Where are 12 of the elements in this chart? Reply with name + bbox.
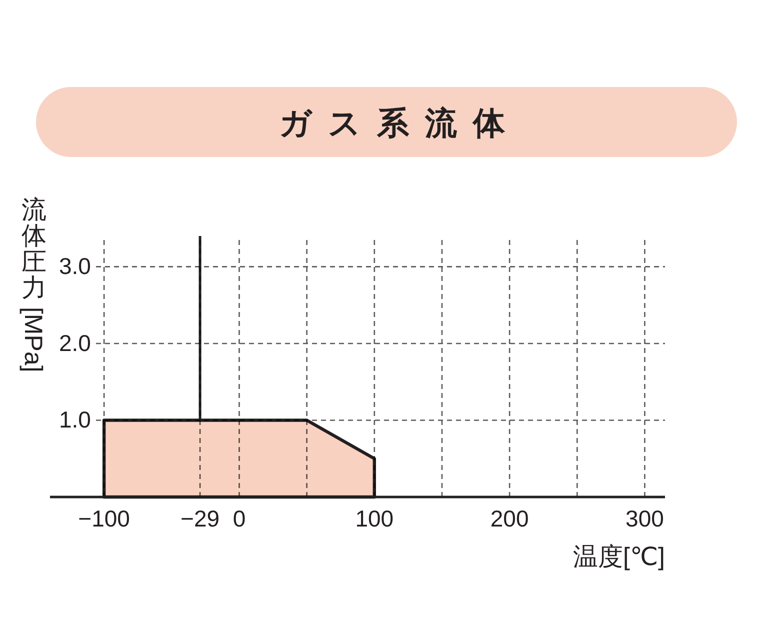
x-tick-label: −29 (180, 505, 220, 532)
y-tick-label: 3.0 (59, 253, 91, 280)
text: 流体圧力 [MPa] (19, 196, 47, 372)
x-tick-label: −100 (78, 505, 130, 532)
y-tick-label: 1.0 (59, 406, 91, 433)
x-tick-label: 200 (490, 505, 529, 532)
x-axis-title: 温度[℃] (573, 543, 665, 571)
x-tick-label: 0 (232, 505, 246, 532)
y-tick-label: 2.0 (59, 330, 91, 356)
x-tick-label: 100 (355, 505, 394, 532)
chart-title: ガス系流体 (279, 105, 521, 141)
x-tick-label: 300 (626, 505, 664, 532)
